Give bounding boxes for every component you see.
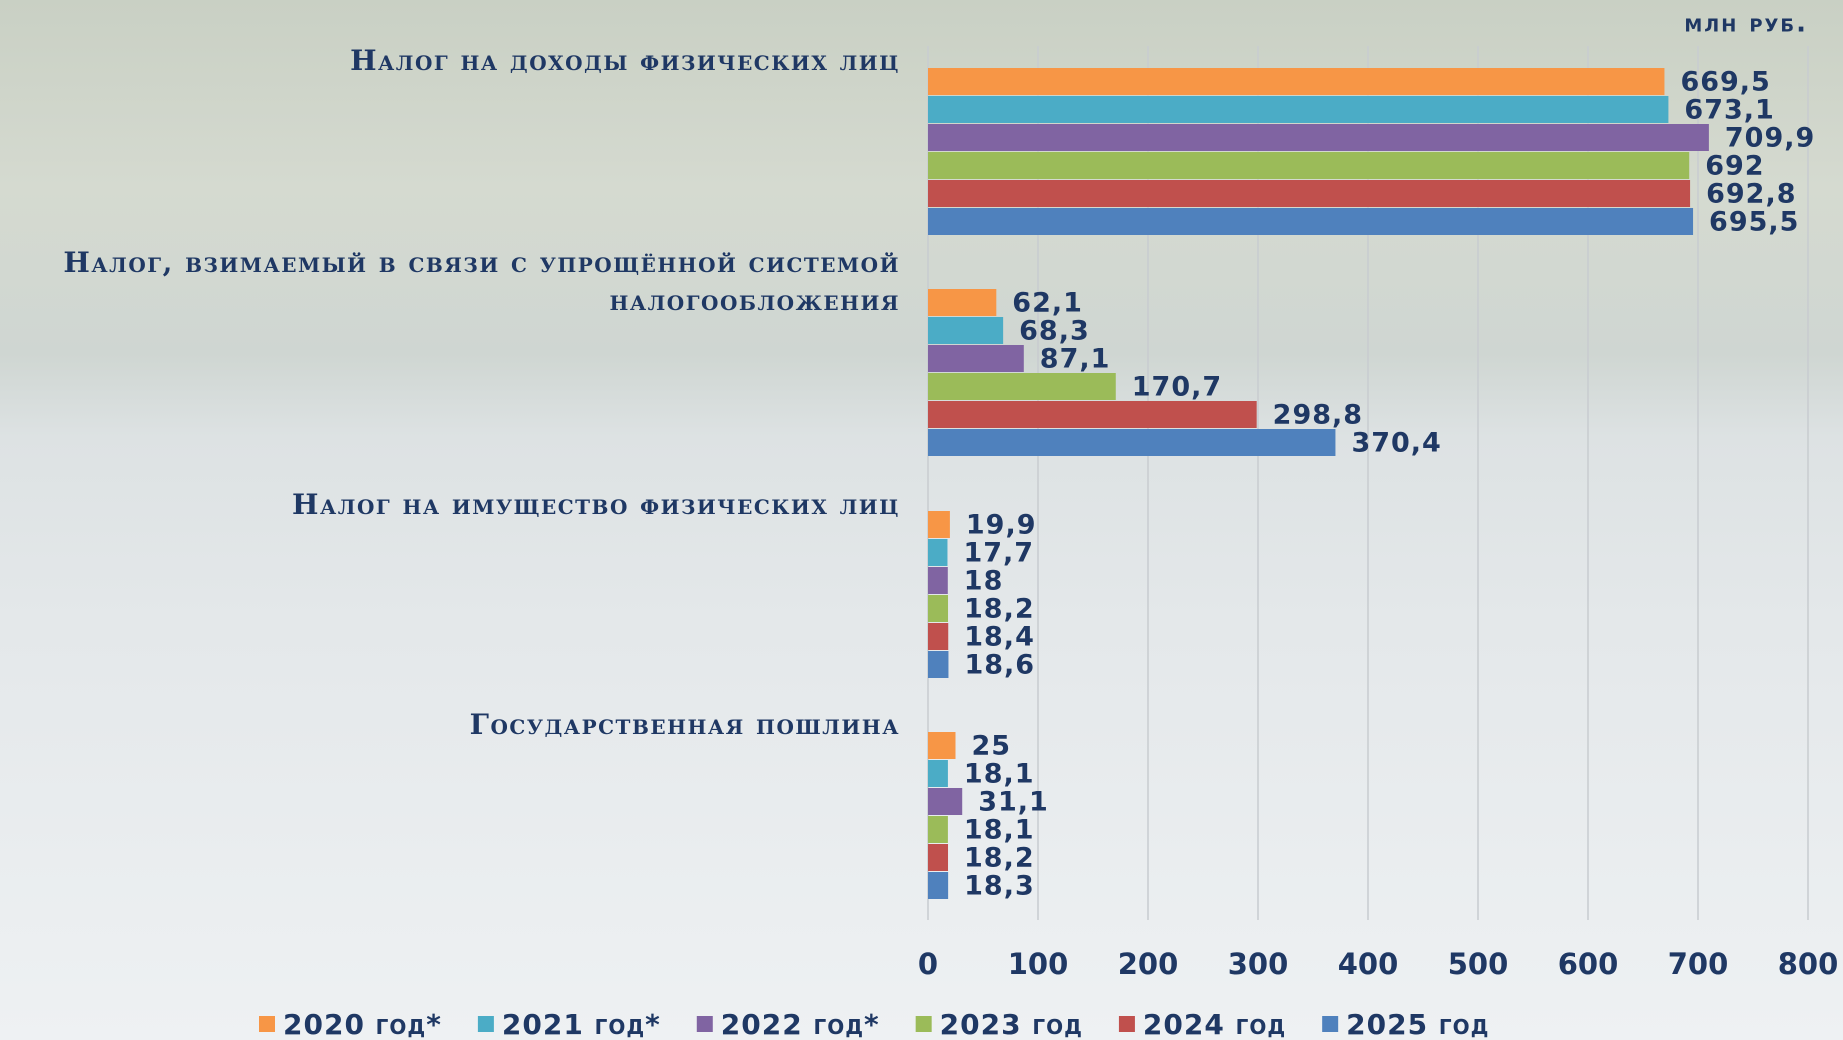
value-label: 18,4 [964, 622, 1035, 653]
bar [928, 345, 1024, 372]
value-label: 298,8 [1273, 400, 1363, 431]
unit-label: млн руб. [1684, 9, 1808, 39]
bar [928, 180, 1691, 207]
value-label: 17,7 [963, 538, 1034, 569]
value-label: 18,1 [964, 815, 1035, 846]
legend-swatch [915, 1016, 932, 1032]
legend-label: 2020 год* [283, 1008, 442, 1040]
bar [928, 96, 1669, 123]
value-label: 170,7 [1132, 372, 1222, 403]
legend-label: 2023 год [940, 1008, 1083, 1040]
bar [928, 816, 948, 843]
bar [928, 317, 1004, 344]
bar [928, 539, 948, 566]
value-label: 18,2 [964, 843, 1035, 874]
category-label: Налог на доходы физических лиц [350, 44, 900, 77]
value-label: 18,1 [964, 759, 1035, 790]
x-tick-label: 400 [1338, 947, 1399, 981]
x-tick-label: 300 [1228, 947, 1289, 981]
value-label: 68,3 [1019, 316, 1090, 347]
value-label: 25 [972, 731, 1012, 762]
legend-label: 2024 год [1143, 1008, 1286, 1040]
legend-swatch [477, 1016, 494, 1032]
legend-swatch [696, 1016, 713, 1032]
value-label: 370,4 [1351, 428, 1441, 459]
bar [928, 152, 1690, 179]
bar [928, 595, 949, 622]
bar [928, 844, 949, 871]
bar [928, 788, 963, 815]
bar [928, 511, 950, 538]
value-label: 18,2 [964, 594, 1035, 625]
bar [928, 208, 1694, 235]
value-label: 18,6 [964, 650, 1035, 681]
value-label: 669,5 [1680, 67, 1770, 98]
bar [928, 373, 1116, 400]
x-tick-label: 500 [1448, 947, 1509, 981]
x-tick-label: 0 [918, 947, 938, 981]
category-label: Налог на имущество физических лиц [292, 488, 900, 521]
bar [928, 68, 1665, 95]
value-label: 692 [1705, 151, 1764, 182]
bar [928, 651, 949, 678]
legend-swatch [259, 1016, 275, 1032]
value-label: 18,3 [964, 871, 1035, 902]
bar [928, 732, 956, 759]
category-label: Государственная пошлина [469, 708, 900, 741]
bar [928, 289, 997, 316]
bar [928, 429, 1336, 456]
category-label: Налог, взимаемый в связи с упрощённой си… [63, 246, 900, 317]
bar [928, 401, 1257, 428]
value-label: 18 [964, 566, 1004, 597]
x-tick-label: 200 [1118, 947, 1179, 981]
value-label: 31,1 [978, 787, 1049, 818]
x-tick-label: 800 [1778, 947, 1839, 981]
x-tick-label: 100 [1008, 947, 1069, 981]
bar [928, 760, 948, 787]
legend-label: 2025 год [1346, 1008, 1489, 1040]
x-tick-label: 600 [1558, 947, 1619, 981]
value-label: 692,8 [1706, 179, 1796, 210]
legend-swatch [1118, 1016, 1135, 1032]
legend-swatch [1322, 1016, 1339, 1032]
legend-label: 2021 год* [502, 1008, 661, 1040]
bar [928, 623, 949, 650]
bar [928, 567, 948, 594]
value-label: 695,5 [1709, 207, 1799, 238]
bar [928, 124, 1709, 151]
value-label: 87,1 [1040, 344, 1111, 375]
value-label: 19,9 [966, 510, 1037, 541]
bar [928, 872, 949, 899]
value-label: 673,1 [1684, 95, 1774, 126]
value-label: 709,9 [1725, 123, 1815, 154]
legend-label: 2022 год* [721, 1008, 880, 1040]
x-tick-label: 700 [1668, 947, 1729, 981]
value-label: 62,1 [1012, 288, 1083, 319]
